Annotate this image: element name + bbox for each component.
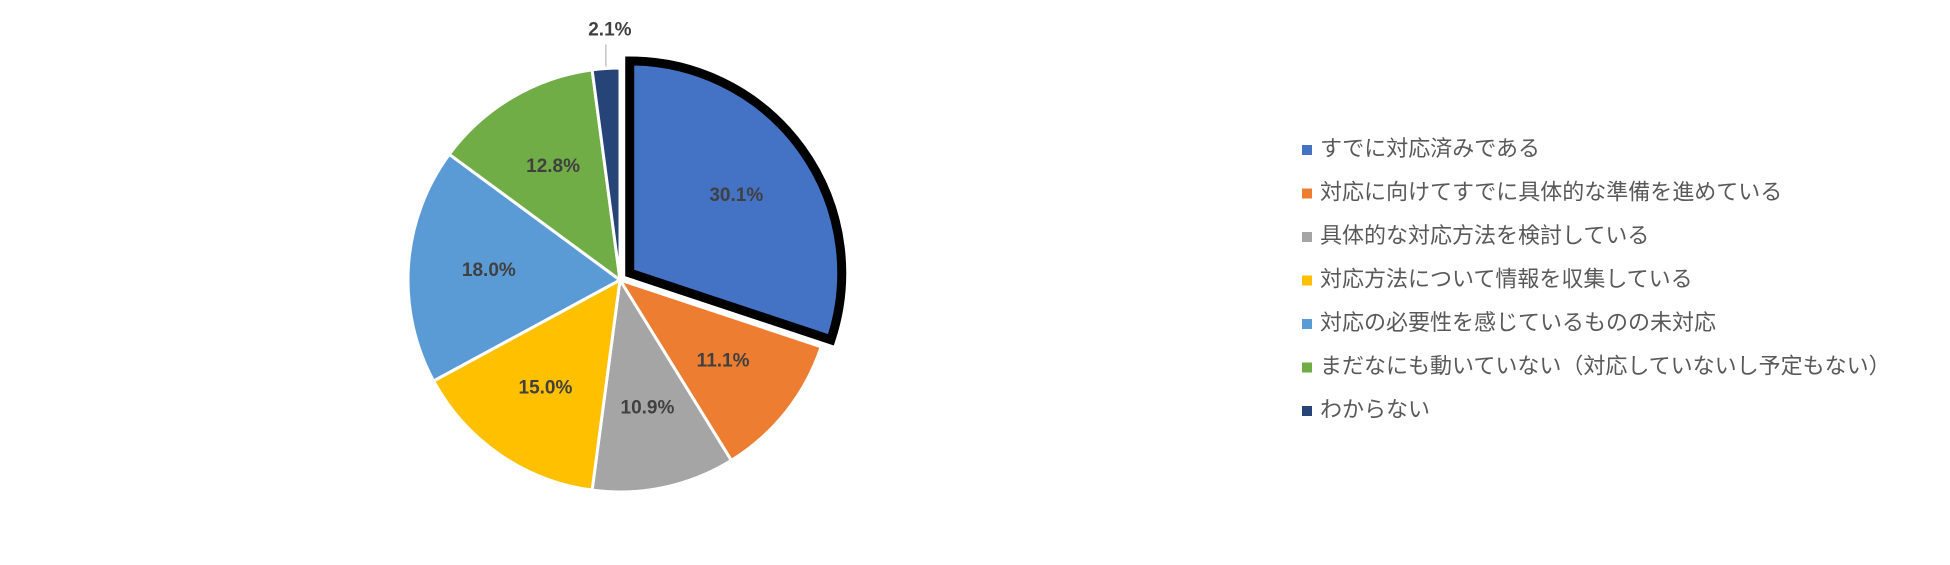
pie-slice (590, 275, 734, 494)
legend-label: わからない (1320, 397, 1430, 422)
legend-label: まだなにも動いていない（対応していないし予定もない） (1320, 353, 1891, 378)
value-label: 18.0% (462, 260, 516, 281)
legend-swatch (1302, 232, 1312, 242)
pie-slice (406, 152, 623, 383)
legend-label: すでに対応済みである (1320, 136, 1540, 161)
pie-slice (616, 277, 824, 463)
value-label: 30.1% (709, 185, 763, 206)
legend-swatch (1302, 362, 1312, 373)
value-label: 15.0% (519, 377, 573, 398)
value-label: 12.8% (526, 156, 580, 177)
legend-swatch (1302, 406, 1312, 416)
legend-swatch (1302, 275, 1312, 286)
legend-swatch (1302, 145, 1312, 155)
legend-label: 対応に向けてすでに具体的な準備を進めている (1320, 179, 1782, 204)
pie-slice (447, 68, 622, 284)
value-label: 10.9% (621, 398, 675, 419)
legend-label: 対応の必要性を感じているものの未対応 (1320, 310, 1716, 335)
legend-swatch (1302, 188, 1312, 199)
legend-label: 対応方法について情報を収集している (1320, 266, 1693, 291)
pie-slice (625, 56, 847, 346)
value-label: 11.1% (697, 351, 750, 372)
pie-slice (590, 66, 622, 281)
legend-label: 具体的な対応方法を検討している (1320, 223, 1649, 248)
legend-swatch (1302, 319, 1312, 329)
pie-slice (431, 277, 622, 492)
value-label: 2.1% (588, 19, 631, 40)
